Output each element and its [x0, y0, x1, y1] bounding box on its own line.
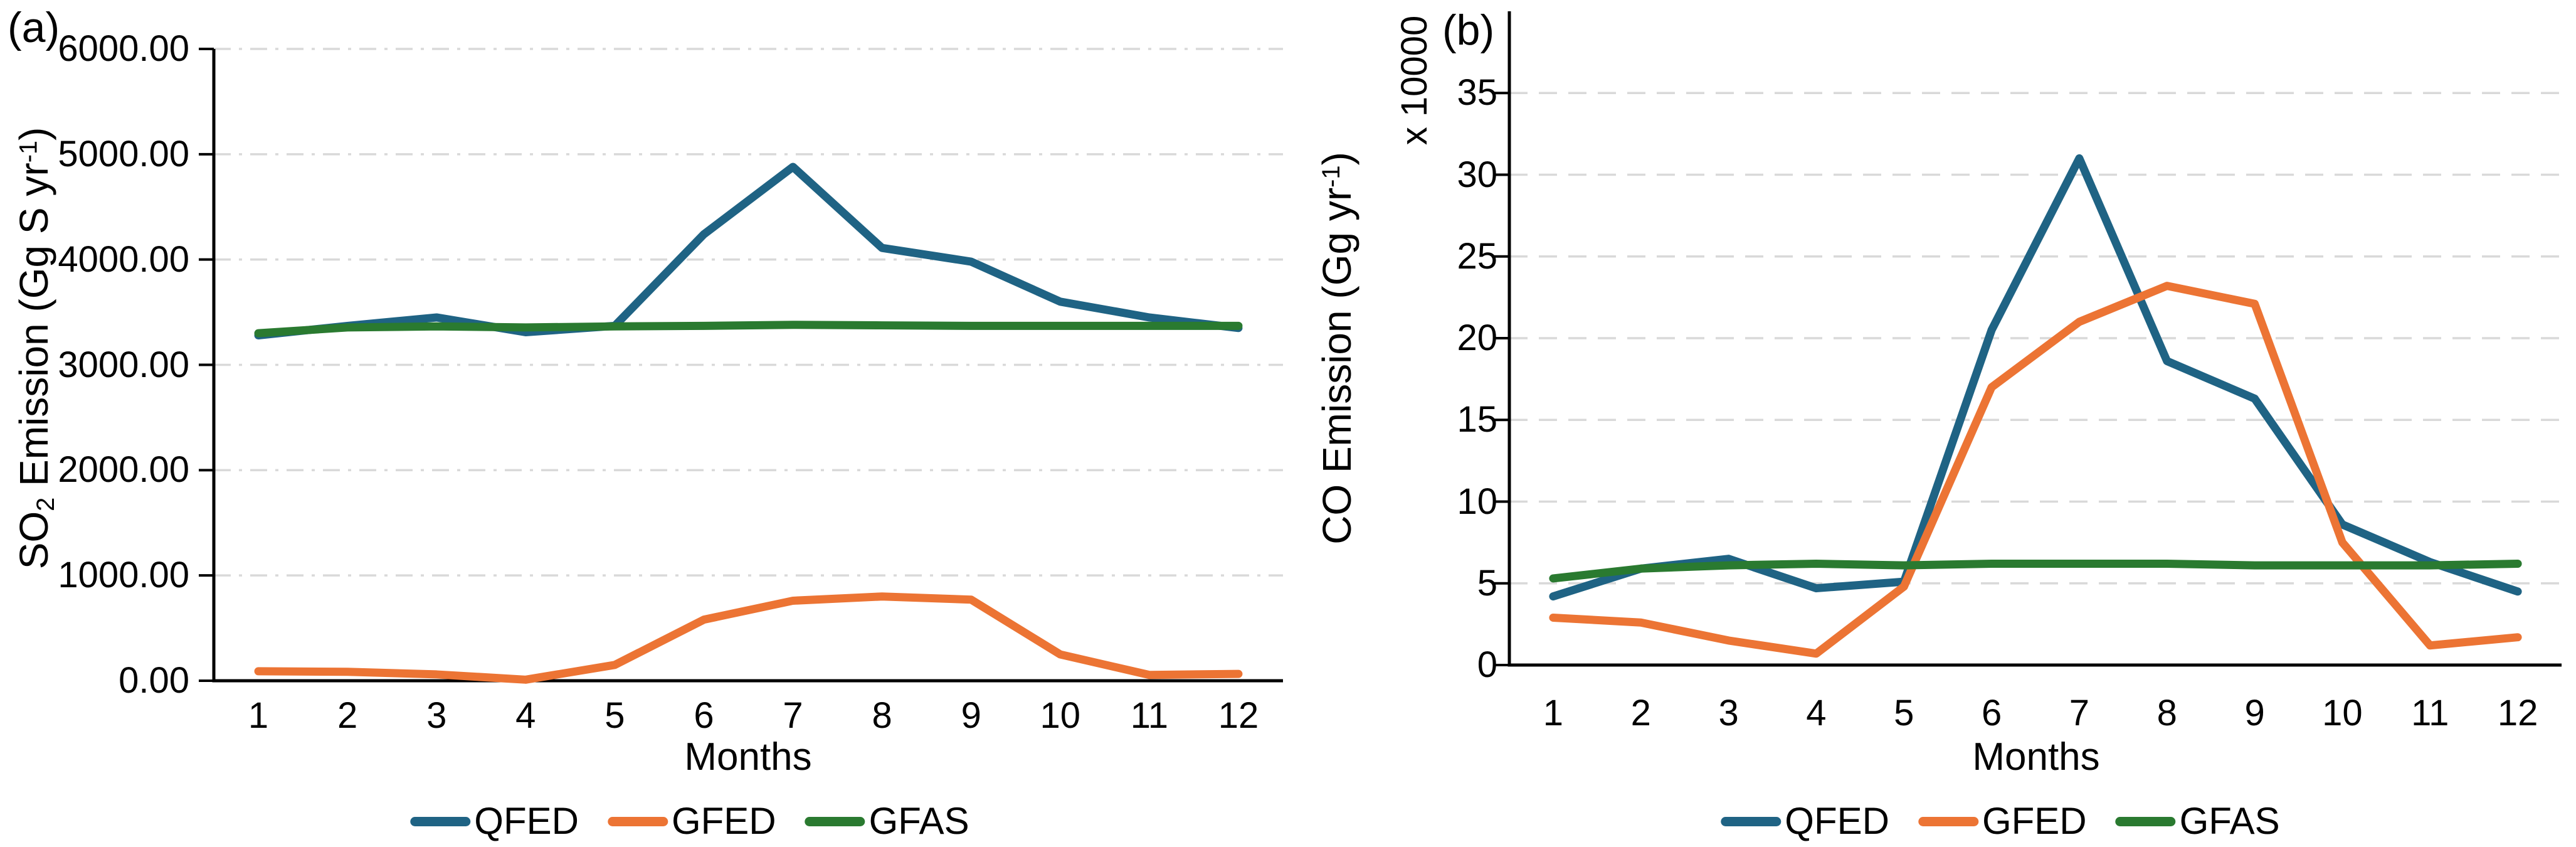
panel-a-legend: QFED GFED GFAS — [410, 802, 969, 840]
y-tick-label: 20 — [1457, 317, 1497, 358]
x-tick-label: 8 — [872, 695, 892, 736]
y-tick-label: 30 — [1457, 154, 1497, 195]
legend-label: QFED — [474, 800, 579, 842]
x-tick-label: 7 — [783, 695, 803, 736]
panel-b-x-axis-title: Months — [1972, 735, 2100, 779]
panel-a-x-axis-title: Months — [684, 735, 812, 779]
legend-label: GFED — [1982, 800, 2087, 842]
legend-label: GFAS — [868, 800, 969, 842]
legend-label: GFED — [671, 800, 776, 842]
x-tick-label: 6 — [694, 695, 714, 736]
panel-b-legend: QFED GFED GFAS — [1721, 800, 2280, 842]
legend-line-swatch — [410, 816, 471, 826]
legend-label: GFAS — [2179, 800, 2280, 842]
series-line-GFED — [254, 592, 1243, 684]
x-tick-label: 10 — [2322, 693, 2363, 733]
y-tick-label: 35 — [1457, 72, 1497, 114]
series-line-GFAS — [254, 321, 1243, 338]
x-tick-label: 5 — [604, 695, 625, 736]
x-tick-label: 4 — [515, 695, 536, 736]
legend-item-QFED: QFED — [410, 802, 579, 840]
legend-item-QFED: QFED — [1721, 802, 1889, 840]
x-tick-label: 12 — [1218, 695, 1259, 736]
x-tick-label: 12 — [2497, 693, 2538, 733]
legend-line-swatch — [607, 816, 668, 826]
x-tick-label: 9 — [961, 695, 981, 736]
x-tick-label: 8 — [2156, 693, 2177, 733]
x-tick-label: 3 — [426, 695, 447, 736]
x-tick-label: 2 — [337, 695, 358, 736]
x-tick-label: 1 — [1543, 693, 1564, 733]
series-line-QFED — [254, 162, 1243, 340]
legend-item-GFAS: GFAS — [2115, 800, 2280, 842]
panel-a-tag: (a) — [8, 4, 60, 51]
y-tick-label: 5000.00 — [58, 133, 189, 174]
panel-b-tag: (b) — [1442, 6, 1495, 54]
legend-item-GFED: GFED — [1918, 802, 2087, 840]
x-tick-label: 11 — [1130, 695, 1168, 736]
series-line-GFAS — [1549, 559, 2522, 583]
legend-item-GFED: GFED — [607, 800, 776, 842]
x-tick-label: 9 — [2244, 693, 2265, 733]
x-tick-label: 10 — [1040, 695, 1081, 736]
y-tick-label: 3000.00 — [58, 344, 189, 385]
x-tick-label: 11 — [2411, 693, 2449, 733]
legend-label: QFED — [1785, 800, 1889, 842]
y-tick-label: 15 — [1457, 399, 1497, 440]
y-tick-label: 2000.00 — [58, 449, 189, 491]
x-tick-label: 1 — [248, 695, 269, 736]
legend-line-swatch — [805, 816, 865, 826]
y-tick-label: 1000.00 — [58, 555, 189, 596]
legend-line-swatch — [1721, 816, 1782, 826]
y-tick-label: 5 — [1477, 562, 1497, 604]
series-line-QFED — [1549, 154, 2522, 601]
y-tick-label: 4000.00 — [58, 238, 189, 280]
x-tick-label: 2 — [1630, 693, 1651, 733]
x-tick-label: 6 — [1981, 693, 2002, 733]
series-line-GFED — [1549, 282, 2522, 658]
y-tick-label: 25 — [1457, 235, 1497, 277]
x-tick-label: 4 — [1806, 693, 1827, 733]
x-tick-label: 3 — [1718, 693, 1739, 733]
y-tick-label: 0 — [1477, 644, 1497, 685]
x-tick-label: 7 — [2069, 693, 2090, 733]
y-tick-label: 10 — [1457, 481, 1497, 522]
y-tick-label: 0.00 — [119, 660, 189, 701]
legend-line-swatch — [2115, 816, 2176, 826]
legend-item-GFAS: GFAS — [805, 802, 969, 840]
x-tick-label: 5 — [1894, 693, 1914, 733]
y-tick-label: 6000.00 — [58, 28, 189, 69]
legend-line-swatch — [1918, 816, 1978, 826]
